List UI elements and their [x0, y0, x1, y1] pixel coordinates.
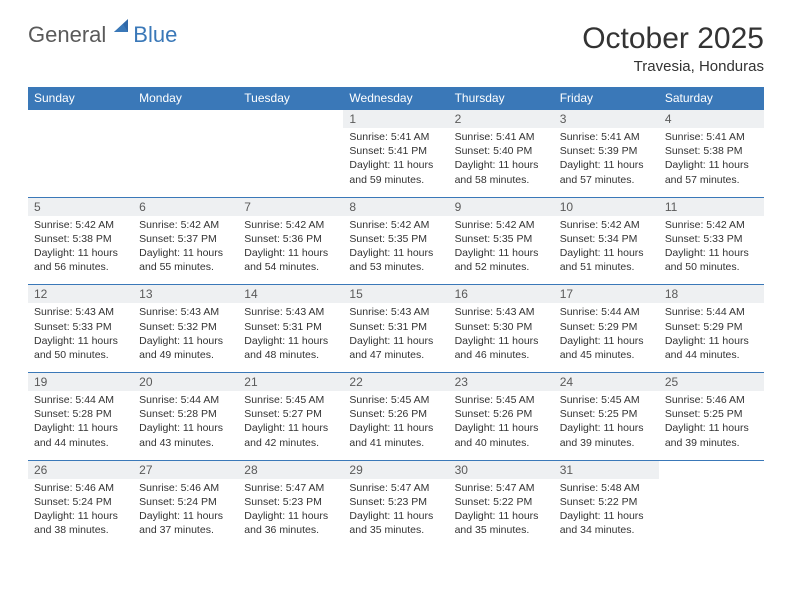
- info-row: Sunrise: 5:43 AMSunset: 5:33 PMDaylight:…: [28, 303, 764, 372]
- day-header: Wednesday: [343, 87, 448, 110]
- day-info-cell: Sunrise: 5:42 AMSunset: 5:35 PMDaylight:…: [449, 216, 554, 285]
- page: General Blue October 2025 Travesia, Hond…: [0, 0, 792, 547]
- day-number-cell: 24: [554, 373, 659, 392]
- day-number-cell: 26: [28, 460, 133, 479]
- day-info-cell: Sunrise: 5:43 AMSunset: 5:31 PMDaylight:…: [238, 303, 343, 372]
- day-number-cell: 6: [133, 197, 238, 216]
- day-number-cell: 21: [238, 373, 343, 392]
- daynum-row: 567891011: [28, 197, 764, 216]
- day-number-cell: 25: [659, 373, 764, 392]
- day-info-cell: Sunrise: 5:47 AMSunset: 5:23 PMDaylight:…: [238, 479, 343, 548]
- day-info-cell: Sunrise: 5:45 AMSunset: 5:26 PMDaylight:…: [343, 391, 448, 460]
- page-title: October 2025: [582, 22, 764, 56]
- day-number-cell: 14: [238, 285, 343, 304]
- day-number-cell: [133, 110, 238, 129]
- day-number-cell: [28, 110, 133, 129]
- day-info-cell: Sunrise: 5:42 AMSunset: 5:33 PMDaylight:…: [659, 216, 764, 285]
- day-info-cell: Sunrise: 5:42 AMSunset: 5:38 PMDaylight:…: [28, 216, 133, 285]
- daynum-row: 19202122232425: [28, 373, 764, 392]
- brand-sail-icon: [111, 15, 133, 42]
- day-info-cell: Sunrise: 5:45 AMSunset: 5:27 PMDaylight:…: [238, 391, 343, 460]
- day-number-cell: 29: [343, 460, 448, 479]
- day-number-cell: 17: [554, 285, 659, 304]
- day-number-cell: 15: [343, 285, 448, 304]
- day-number-cell: 13: [133, 285, 238, 304]
- day-info-cell: Sunrise: 5:43 AMSunset: 5:32 PMDaylight:…: [133, 303, 238, 372]
- day-info-cell: Sunrise: 5:46 AMSunset: 5:24 PMDaylight:…: [28, 479, 133, 548]
- info-row: Sunrise: 5:44 AMSunset: 5:28 PMDaylight:…: [28, 391, 764, 460]
- day-info-cell: Sunrise: 5:47 AMSunset: 5:23 PMDaylight:…: [343, 479, 448, 548]
- title-block: October 2025 Travesia, Honduras: [582, 22, 764, 75]
- header: General Blue October 2025 Travesia, Hond…: [28, 22, 764, 75]
- day-number-cell: 20: [133, 373, 238, 392]
- day-number-cell: 30: [449, 460, 554, 479]
- day-info-cell: Sunrise: 5:44 AMSunset: 5:29 PMDaylight:…: [554, 303, 659, 372]
- day-info-cell: Sunrise: 5:45 AMSunset: 5:25 PMDaylight:…: [554, 391, 659, 460]
- day-number-cell: 18: [659, 285, 764, 304]
- day-number-cell: [659, 460, 764, 479]
- day-header: Saturday: [659, 87, 764, 110]
- day-info-cell: Sunrise: 5:42 AMSunset: 5:35 PMDaylight:…: [343, 216, 448, 285]
- day-info-cell: [238, 128, 343, 197]
- day-number-cell: 1: [343, 110, 448, 129]
- day-header: Sunday: [28, 87, 133, 110]
- day-info-cell: [659, 479, 764, 548]
- day-header: Tuesday: [238, 87, 343, 110]
- day-info-cell: Sunrise: 5:45 AMSunset: 5:26 PMDaylight:…: [449, 391, 554, 460]
- day-number-cell: 19: [28, 373, 133, 392]
- brand-part1: General: [28, 22, 106, 48]
- day-number-cell: 5: [28, 197, 133, 216]
- day-info-cell: Sunrise: 5:46 AMSunset: 5:25 PMDaylight:…: [659, 391, 764, 460]
- day-number-cell: [238, 110, 343, 129]
- day-info-cell: Sunrise: 5:44 AMSunset: 5:28 PMDaylight:…: [28, 391, 133, 460]
- day-info-cell: Sunrise: 5:41 AMSunset: 5:38 PMDaylight:…: [659, 128, 764, 197]
- day-number-cell: 8: [343, 197, 448, 216]
- day-header: Thursday: [449, 87, 554, 110]
- day-info-cell: Sunrise: 5:42 AMSunset: 5:36 PMDaylight:…: [238, 216, 343, 285]
- day-info-cell: Sunrise: 5:42 AMSunset: 5:34 PMDaylight:…: [554, 216, 659, 285]
- info-row: Sunrise: 5:42 AMSunset: 5:38 PMDaylight:…: [28, 216, 764, 285]
- brand-part2: Blue: [133, 22, 177, 48]
- day-number-cell: 27: [133, 460, 238, 479]
- day-info-cell: Sunrise: 5:41 AMSunset: 5:41 PMDaylight:…: [343, 128, 448, 197]
- day-info-cell: Sunrise: 5:41 AMSunset: 5:39 PMDaylight:…: [554, 128, 659, 197]
- day-number-cell: 22: [343, 373, 448, 392]
- day-number-cell: 10: [554, 197, 659, 216]
- day-number-cell: 12: [28, 285, 133, 304]
- day-header: Friday: [554, 87, 659, 110]
- day-info-cell: Sunrise: 5:43 AMSunset: 5:33 PMDaylight:…: [28, 303, 133, 372]
- day-info-cell: [28, 128, 133, 197]
- day-info-cell: Sunrise: 5:48 AMSunset: 5:22 PMDaylight:…: [554, 479, 659, 548]
- day-info-cell: [133, 128, 238, 197]
- day-info-cell: Sunrise: 5:43 AMSunset: 5:31 PMDaylight:…: [343, 303, 448, 372]
- day-info-cell: Sunrise: 5:42 AMSunset: 5:37 PMDaylight:…: [133, 216, 238, 285]
- day-info-cell: Sunrise: 5:46 AMSunset: 5:24 PMDaylight:…: [133, 479, 238, 548]
- day-info-cell: Sunrise: 5:43 AMSunset: 5:30 PMDaylight:…: [449, 303, 554, 372]
- day-header-row: SundayMondayTuesdayWednesdayThursdayFrid…: [28, 87, 764, 110]
- day-number-cell: 28: [238, 460, 343, 479]
- day-header: Monday: [133, 87, 238, 110]
- daynum-row: 12131415161718: [28, 285, 764, 304]
- day-number-cell: 9: [449, 197, 554, 216]
- brand-logo: General Blue: [28, 22, 177, 48]
- day-number-cell: 7: [238, 197, 343, 216]
- day-number-cell: 11: [659, 197, 764, 216]
- calendar-body: 1234 Sunrise: 5:41 AMSunset: 5:41 PMDayl…: [28, 110, 764, 548]
- day-info-cell: Sunrise: 5:44 AMSunset: 5:29 PMDaylight:…: [659, 303, 764, 372]
- day-info-cell: Sunrise: 5:47 AMSunset: 5:22 PMDaylight:…: [449, 479, 554, 548]
- daynum-row: 1234: [28, 110, 764, 129]
- day-number-cell: 2: [449, 110, 554, 129]
- day-number-cell: 16: [449, 285, 554, 304]
- day-number-cell: 4: [659, 110, 764, 129]
- day-info-cell: Sunrise: 5:41 AMSunset: 5:40 PMDaylight:…: [449, 128, 554, 197]
- page-subtitle: Travesia, Honduras: [582, 58, 764, 75]
- day-number-cell: 31: [554, 460, 659, 479]
- day-info-cell: Sunrise: 5:44 AMSunset: 5:28 PMDaylight:…: [133, 391, 238, 460]
- daynum-row: 262728293031: [28, 460, 764, 479]
- info-row: Sunrise: 5:41 AMSunset: 5:41 PMDaylight:…: [28, 128, 764, 197]
- info-row: Sunrise: 5:46 AMSunset: 5:24 PMDaylight:…: [28, 479, 764, 548]
- day-number-cell: 3: [554, 110, 659, 129]
- calendar-table: SundayMondayTuesdayWednesdayThursdayFrid…: [28, 87, 764, 547]
- day-number-cell: 23: [449, 373, 554, 392]
